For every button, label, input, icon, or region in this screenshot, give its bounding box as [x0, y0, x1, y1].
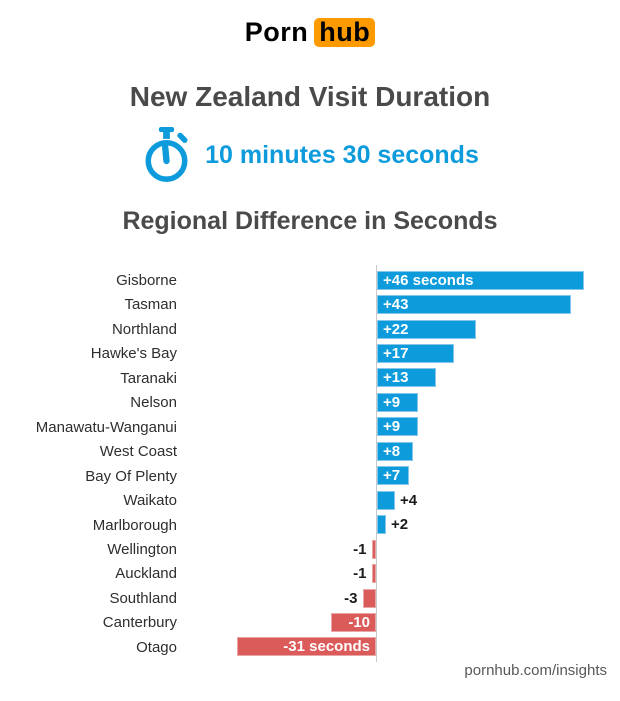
- chart-row: Gisborne +46 seconds: [0, 268, 620, 293]
- value-label: +43: [383, 296, 409, 314]
- category-label: Nelson: [130, 394, 177, 412]
- logo-hub-badge: hub: [314, 18, 376, 47]
- category-label: Manawatu-Wanganui: [35, 418, 177, 436]
- bar-negative: [236, 637, 376, 657]
- category-label: Canterbury: [102, 614, 177, 632]
- footer-site-label: pornhub.com/insights: [464, 662, 607, 679]
- value-label: +8: [383, 442, 401, 460]
- bar-positive: [377, 392, 418, 412]
- axis-baseline: [376, 265, 377, 662]
- bar-negative: [371, 564, 376, 584]
- chart-row: Northland +22: [0, 317, 620, 342]
- value-label: -10: [348, 613, 370, 631]
- chart-row: Bay Of Plenty +7: [0, 464, 620, 489]
- value-label: +9: [383, 418, 401, 436]
- chart-row: Nelson +9: [0, 390, 620, 415]
- chart-row: Taranaki +13: [0, 366, 620, 391]
- bar-positive: [377, 270, 584, 290]
- value-label: +46 seconds: [383, 271, 474, 289]
- category-label: Northland: [111, 320, 177, 338]
- category-label: Southland: [109, 589, 177, 607]
- bar-negative: [362, 588, 376, 608]
- bar-chart: Gisborne +46 seconds Tasman +43 Northland +22…: [0, 268, 620, 660]
- value-label: +7: [383, 467, 401, 485]
- value-label: -3: [344, 589, 358, 607]
- bar-negative: [331, 612, 376, 632]
- bar-positive: [377, 368, 436, 388]
- logo-text-porn: Porn: [244, 17, 309, 47]
- chart-row: Southland -3: [0, 586, 620, 611]
- value-label: -31 seconds: [283, 638, 370, 656]
- chart-row: Canterbury -10: [0, 610, 620, 635]
- visit-duration-value: 10 minutes 30 seconds: [205, 140, 479, 169]
- category-label: Tasman: [124, 296, 177, 314]
- chart-row: Marlborough +2: [0, 513, 620, 538]
- page-title: New Zealand Visit Duration: [129, 81, 491, 112]
- chart-row: Otago -31 seconds: [0, 635, 620, 660]
- chart-row: West Coast +8: [0, 439, 620, 464]
- bar-positive: [377, 344, 454, 364]
- stopwatch-icon: [141, 127, 192, 183]
- bar-positive: [377, 441, 413, 461]
- category-label: Gisborne: [116, 272, 177, 289]
- category-label: Wellington: [107, 540, 177, 558]
- chart-row: Hawke's Bay +17: [0, 341, 620, 366]
- category-label: Waikato: [123, 492, 177, 510]
- value-label: +2: [391, 516, 409, 534]
- bar-positive: [377, 515, 386, 535]
- value-label: -1: [353, 565, 367, 583]
- value-label: +17: [383, 345, 409, 363]
- chart-row: Tasman +43: [0, 292, 620, 317]
- chart-row: Auckland -1: [0, 561, 620, 586]
- bar-positive: [377, 490, 395, 510]
- category-label: Bay Of Plenty: [85, 467, 177, 485]
- category-label: Hawke's Bay: [90, 345, 177, 363]
- category-label: Taranaki: [120, 369, 177, 387]
- chart-title: Regional Difference in Seconds: [122, 207, 498, 235]
- category-label: Auckland: [115, 565, 177, 583]
- value-label: +13: [383, 369, 409, 387]
- pornhub-logo: Porn hub: [0, 17, 620, 48]
- value-label: -1: [353, 540, 367, 558]
- bar-positive: [377, 466, 409, 486]
- chart-row: Waikato +4: [0, 488, 620, 513]
- bar-negative: [371, 539, 376, 559]
- bar-positive: [377, 295, 571, 315]
- chart-row: Manawatu-Wanganui +9: [0, 415, 620, 440]
- chart-row: Wellington -1: [0, 537, 620, 562]
- category-label: Otago: [136, 638, 177, 656]
- bar-positive: [377, 417, 418, 437]
- category-label: Marlborough: [92, 516, 177, 534]
- visit-duration-row: 10 minutes 30 seconds: [0, 124, 620, 186]
- value-label: +22: [383, 320, 409, 338]
- value-label: +9: [383, 393, 401, 411]
- bar-positive: [377, 319, 476, 339]
- value-label: +4: [400, 491, 418, 509]
- category-label: West Coast: [99, 443, 177, 461]
